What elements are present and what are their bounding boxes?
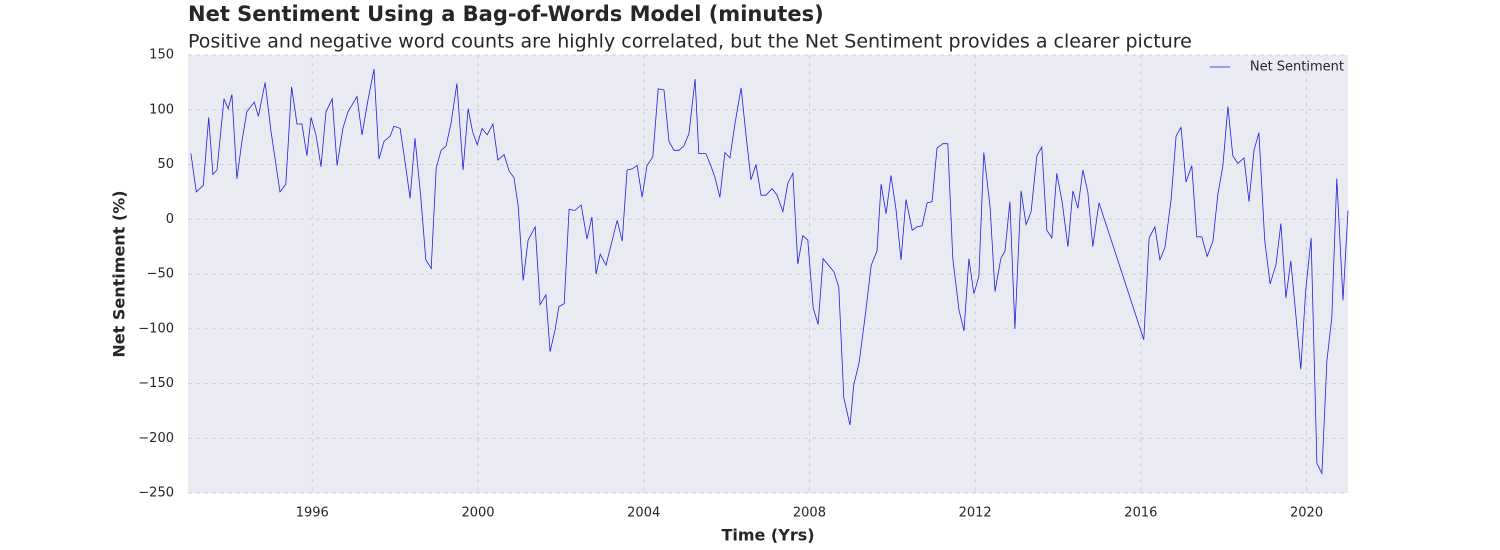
y-tick-label: −150 [138,376,174,391]
x-tick-label: 2004 [627,506,660,521]
chart-title: Net Sentiment Using a Bag-of-Words Model… [188,2,824,26]
y-tick-label: −50 [147,267,174,282]
y-tick-label: −100 [138,321,174,336]
data-line [190,69,1349,475]
y-axis-label: Net Sentiment (%) [110,190,129,357]
x-tick-label: 2008 [793,506,826,521]
y-tick-label: −200 [138,431,174,446]
x-tick-label: 2000 [461,506,494,521]
x-tick-label: 2016 [1124,506,1157,521]
legend-label: Net Sentiment [1250,60,1344,75]
y-tick-label: 50 [157,157,174,172]
x-tick-label: 1996 [296,506,329,521]
y-tick-label: 150 [149,48,174,63]
x-tick-label: 2020 [1290,506,1323,521]
y-tick-label: 100 [149,102,174,117]
x-tick-label: 2012 [959,506,992,521]
y-tick-label: 0 [166,212,174,227]
x-axis-label: Time (Yrs) [721,526,814,545]
chart-subtitle: Positive and negative word counts are hi… [188,31,1192,53]
y-tick-label: −250 [138,486,174,501]
